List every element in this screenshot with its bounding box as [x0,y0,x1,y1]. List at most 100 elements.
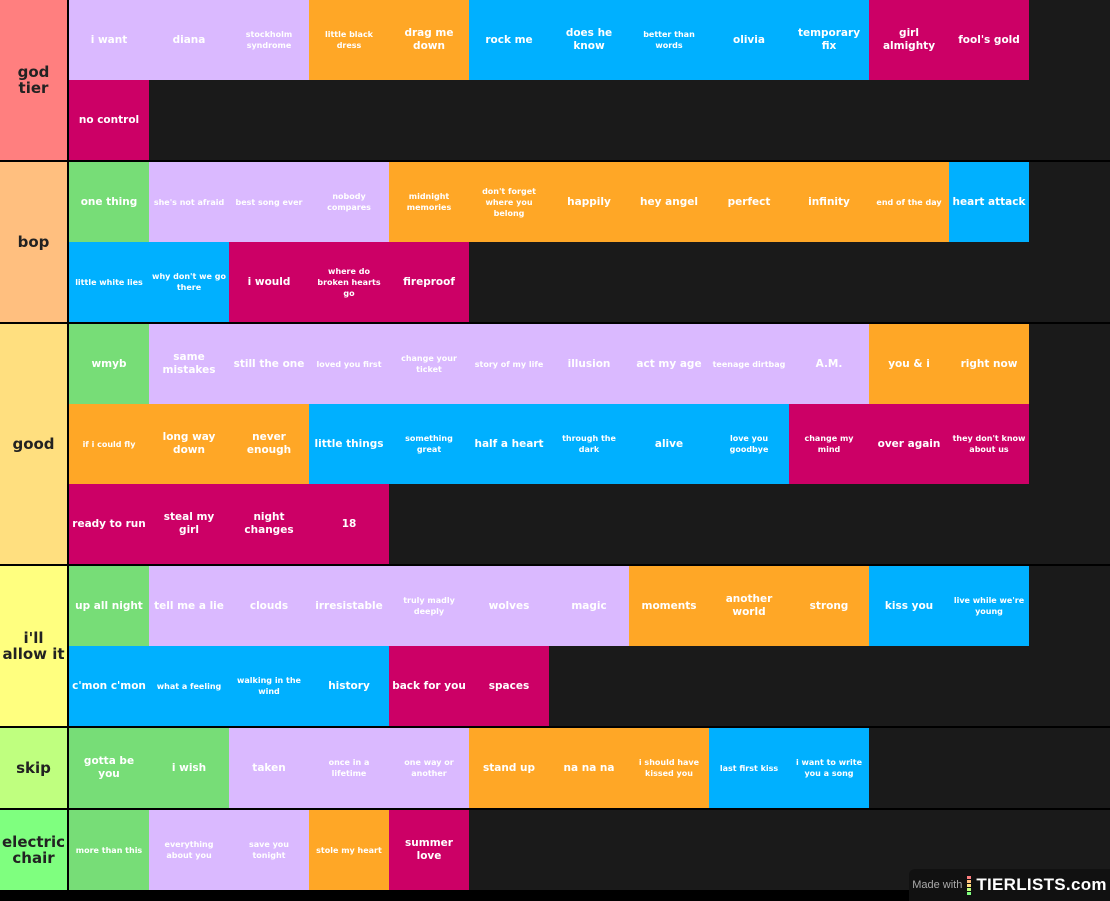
tier-item[interactable]: wmyb [69,324,149,404]
tier-label[interactable]: good [0,324,69,564]
tier-item[interactable]: over again [869,404,949,484]
tier-item[interactable]: kiss you [869,566,949,646]
tier-item[interactable]: save you tonight [229,810,309,890]
tier-item[interactable]: once in a lifetime [309,728,389,808]
tier-label[interactable]: skip [0,728,69,808]
tier-item[interactable]: where do broken hearts go [309,242,389,322]
tier-item[interactable]: still the one [229,324,309,404]
tier-item[interactable]: heart attack [949,162,1029,242]
tier-item[interactable]: walking in the wind [229,646,309,726]
tier-item[interactable]: nobody compares [309,162,389,242]
tier-item[interactable]: through the dark [549,404,629,484]
tier-item[interactable]: gotta be you [69,728,149,808]
tier-item[interactable]: why don't we go there [149,242,229,322]
tier-item[interactable]: irresistable [309,566,389,646]
tier-item[interactable]: little black dress [309,0,389,80]
tier-item[interactable]: does he know [549,0,629,80]
tier-item[interactable]: strong [789,566,869,646]
tier-item[interactable]: hey angel [629,162,709,242]
tier-item[interactable]: change my mind [789,404,869,484]
tier-item[interactable]: rock me [469,0,549,80]
tier-item[interactable]: perfect [709,162,789,242]
watermark[interactable]: Made with TIERLISTS.com [909,869,1110,901]
tier-item[interactable]: never enough [229,404,309,484]
tier-item[interactable]: you & i [869,324,949,404]
tier-item[interactable]: little white lies [69,242,149,322]
tier-item[interactable]: i want to write you a song [789,728,869,808]
tier-item[interactable]: story of my life [469,324,549,404]
tier-item[interactable]: A.M. [789,324,869,404]
tier-item[interactable]: up all night [69,566,149,646]
tier-item[interactable]: one way or another [389,728,469,808]
tier-item[interactable]: something great [389,404,469,484]
tier-item[interactable]: temporary fix [789,0,869,80]
tier-item[interactable]: i should have kissed you [629,728,709,808]
tier-item[interactable]: little things [309,404,389,484]
tier-item[interactable]: they don't know about us [949,404,1029,484]
tier-item[interactable]: same mistakes [149,324,229,404]
tier-item[interactable]: back for you [389,646,469,726]
watermark-prefix: Made with [912,879,963,891]
tier-item[interactable]: fireproof [389,242,469,322]
tier-item[interactable]: act my age [629,324,709,404]
tier-item[interactable]: diana [149,0,229,80]
tier-item[interactable]: ready to run [69,484,149,564]
tier-item[interactable]: illusion [549,324,629,404]
tier-item[interactable]: love you goodbye [709,404,789,484]
tier-item[interactable]: change your ticket [389,324,469,404]
tier-item[interactable]: girl almighty [869,0,949,80]
tier-item[interactable]: end of the day [869,162,949,242]
tier-item[interactable]: truly madly deeply [389,566,469,646]
tier-item[interactable]: c'mon c'mon [69,646,149,726]
tier-item[interactable]: more than this [69,810,149,890]
tier-item[interactable]: i wish [149,728,229,808]
tier-item[interactable]: long way down [149,404,229,484]
tier-item[interactable]: don't forget where you belong [469,162,549,242]
tier-item[interactable]: i would [229,242,309,322]
tier-item[interactable]: olivia [709,0,789,80]
tier-item[interactable]: clouds [229,566,309,646]
tier-item[interactable]: no control [69,80,149,160]
tier-item[interactable]: wolves [469,566,549,646]
tier-item[interactable]: right now [949,324,1029,404]
tier-item[interactable]: she's not afraid [149,162,229,242]
tier-item[interactable]: na na na [549,728,629,808]
tier-item[interactable]: fool's gold [949,0,1029,80]
tier-item[interactable]: best song ever [229,162,309,242]
tier-item[interactable]: taken [229,728,309,808]
tier-item[interactable]: teenage dirtbag [709,324,789,404]
tier-item[interactable]: loved you first [309,324,389,404]
tier-item[interactable]: happily [549,162,629,242]
tier-item[interactable]: night changes [229,484,309,564]
tier-item[interactable]: summer love [389,810,469,890]
tier-item[interactable]: one thing [69,162,149,242]
tier-item[interactable]: magic [549,566,629,646]
tier-item[interactable]: better than words [629,0,709,80]
tier-item[interactable]: stole my heart [309,810,389,890]
tier-item[interactable]: infinity [789,162,869,242]
tier-label[interactable]: electric chair [0,810,69,890]
tier-item[interactable]: tell me a lie [149,566,229,646]
tier-item[interactable]: history [309,646,389,726]
tier-item[interactable]: stand up [469,728,549,808]
tier-label[interactable]: god tier [0,0,69,160]
tier-item[interactable]: moments [629,566,709,646]
tier-item[interactable]: i want [69,0,149,80]
tier-item[interactable]: last first kiss [709,728,789,808]
tier-item[interactable]: half a heart [469,404,549,484]
tier-item[interactable]: spaces [469,646,549,726]
tier-item[interactable]: steal my girl [149,484,229,564]
tier-items: i want diana stockholm syndrome little blac… [69,0,1029,160]
tier-item[interactable]: 18 [309,484,389,564]
tier-item[interactable]: live while we're young [949,566,1029,646]
tier-label[interactable]: i'll allow it [0,566,69,726]
tier-item[interactable]: drag me down [389,0,469,80]
tier-item[interactable]: midnight memories [389,162,469,242]
tier-item[interactable]: another world [709,566,789,646]
tier-item[interactable]: what a feeling [149,646,229,726]
tier-label[interactable]: bop [0,162,69,322]
tier-item[interactable]: everything about you [149,810,229,890]
tier-item[interactable]: if i could fly [69,404,149,484]
tier-item[interactable]: alive [629,404,709,484]
tier-item[interactable]: stockholm syndrome [229,0,309,80]
